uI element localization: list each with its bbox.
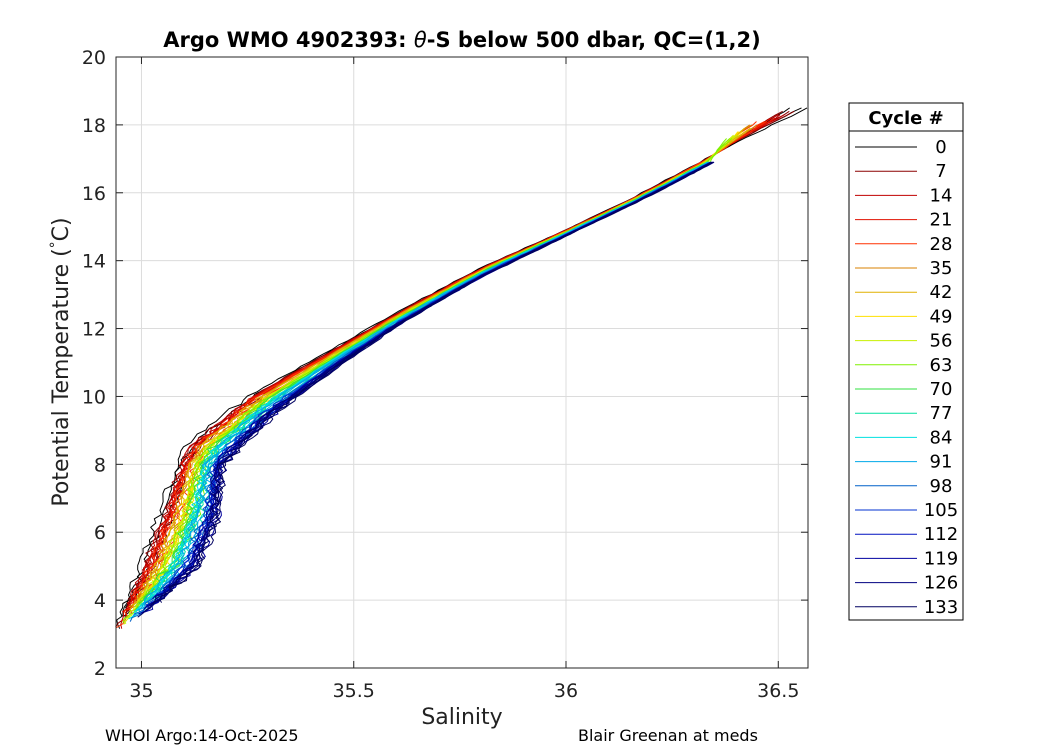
- legend-label: 91: [930, 452, 953, 473]
- y-tick-label: 12: [82, 319, 106, 341]
- x-tick-label: 35.5: [333, 680, 375, 702]
- legend-label: 98: [930, 476, 953, 497]
- x-tick-label: 36.5: [757, 680, 799, 702]
- y-tick-label: 18: [82, 115, 106, 137]
- profile-line: [158, 161, 714, 603]
- data-series: [115, 107, 808, 629]
- legend-label: 126: [924, 573, 958, 594]
- y-tick-label: 4: [94, 590, 106, 612]
- y-tick-label: 8: [94, 454, 106, 476]
- legend-label: 42: [930, 282, 953, 303]
- legend-label: 119: [924, 548, 958, 569]
- y-tick-label: 14: [82, 251, 106, 273]
- legend-label: 49: [930, 306, 953, 327]
- legend-label: 63: [930, 355, 953, 376]
- chart-title: Argo WMO 4902393: θ-S below 500 dbar, QC…: [163, 28, 760, 52]
- legend-label: 133: [924, 597, 958, 618]
- y-tick-label: 20: [82, 47, 106, 69]
- y-tick-label: 2: [94, 658, 106, 680]
- legend-label: 56: [930, 331, 953, 352]
- y-tick-label: 16: [82, 183, 106, 205]
- plot-area: [116, 57, 808, 668]
- legend-label: 0: [935, 137, 946, 158]
- y-tick-label: 6: [94, 522, 106, 544]
- footer-left: WHOI Argo:14-Oct-2025: [105, 726, 299, 745]
- x-tick-label: 35: [129, 680, 153, 702]
- legend-label: 7: [935, 161, 946, 182]
- y-axis-label: Potential Temperature (°C): [48, 217, 74, 506]
- axis-ticks: 35 35.5 36 36.5 2 4 6 8 10 12 14 16 18 20: [82, 47, 808, 702]
- profile-line: [128, 161, 710, 620]
- legend-label: 21: [930, 210, 953, 231]
- x-tick-label: 36: [554, 680, 578, 702]
- legend-label: 77: [930, 403, 953, 424]
- legend-title: Cycle #: [868, 108, 943, 129]
- footer-right: Blair Greenan at meds: [578, 726, 758, 745]
- legend-label: 70: [930, 379, 953, 400]
- legend-label: 28: [930, 234, 953, 255]
- legend-label: 84: [930, 427, 953, 448]
- plot-frame: [115, 56, 809, 669]
- legend-label: 112: [924, 524, 958, 545]
- x-axis-label: Salinity: [421, 705, 502, 730]
- y-tick-label: 10: [82, 386, 106, 408]
- legend: Cycle # 0 7 14 21 28 35 42 49 56 63 70 77 84 91 98 105 1…: [848, 102, 964, 621]
- profile-line: [137, 161, 709, 611]
- legend-label: 14: [930, 185, 953, 206]
- profile-line: [119, 107, 808, 617]
- legend-label: 105: [924, 500, 958, 521]
- legend-label: 35: [930, 258, 953, 279]
